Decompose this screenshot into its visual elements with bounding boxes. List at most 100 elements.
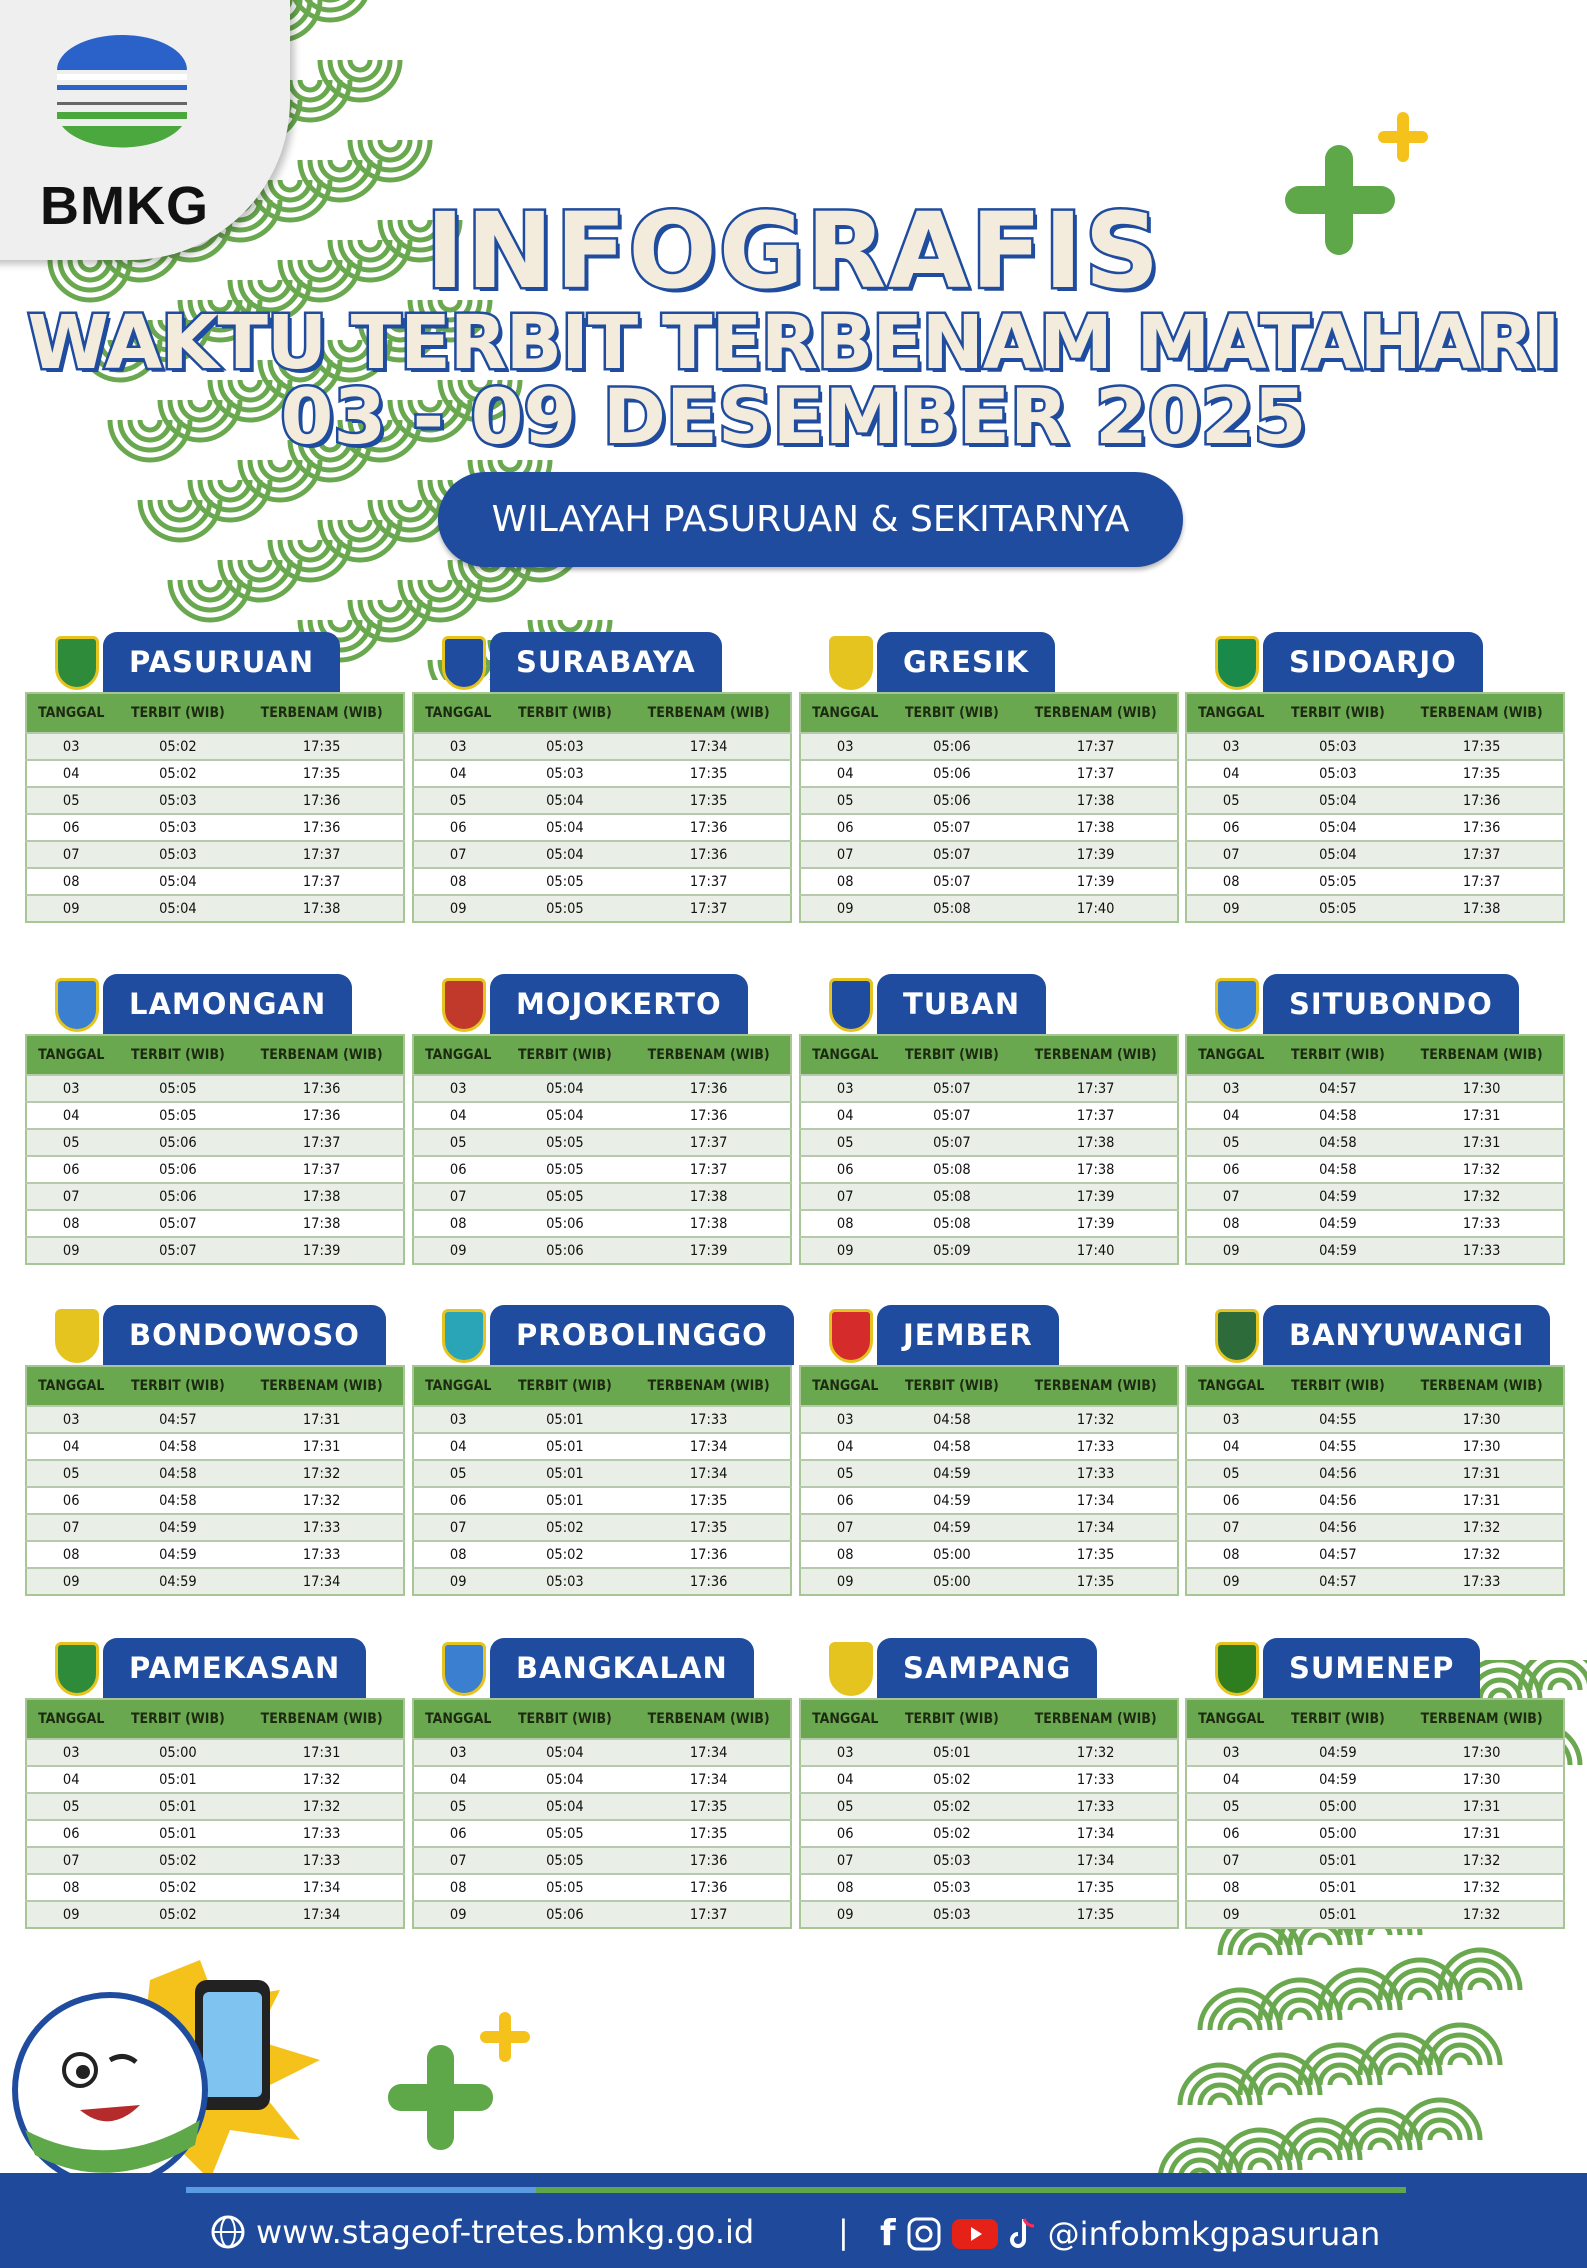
table-row: 07 05:07 17:39 [800, 840, 1178, 868]
date-cell: 09 [26, 1900, 116, 1928]
sunset-cell: 17:35 [627, 1486, 791, 1514]
date-cell: 07 [413, 1513, 503, 1541]
sun-times-table: TANGGAL TERBIT (WIB) TERBENAM (WIB) 03 04:55… [1185, 1365, 1565, 1596]
sunrise-cell: 04:59 [115, 1513, 241, 1541]
sunset-cell: 17:31 [1400, 1819, 1564, 1847]
sunrise-cell: 05:03 [502, 759, 628, 787]
sunrise-cell: 05:05 [502, 1846, 628, 1874]
sunset-cell: 17:30 [1400, 1432, 1564, 1460]
date-cell: 05 [1186, 1792, 1276, 1820]
table-row: 06 05:02 17:34 [800, 1819, 1178, 1847]
table-row: 09 05:02 17:34 [26, 1900, 404, 1928]
date-cell: 09 [800, 1236, 890, 1264]
sunrise-cell: 04:57 [1275, 1074, 1401, 1102]
table-row: 04 05:01 17:32 [26, 1765, 404, 1793]
date-cell: 08 [413, 1540, 503, 1568]
sunset-cell: 17:37 [1014, 759, 1178, 787]
page-title: INFOGRAFIS [423, 188, 1162, 315]
date-cell: 08 [413, 1209, 503, 1237]
table-row: 09 05:07 17:39 [26, 1236, 404, 1264]
sunrise-cell: 05:07 [889, 1101, 1015, 1129]
table-row: 05 05:03 17:36 [26, 786, 404, 814]
table-header-row: TANGGAL TERBIT (WIB) TERBENAM (WIB) [26, 1035, 404, 1075]
table-row: 06 05:00 17:31 [1186, 1819, 1564, 1847]
footer: www.stageof-tretes.bmkg.go.id | f @infob… [0, 2173, 1587, 2268]
column-header: TANGGAL [1186, 1366, 1276, 1406]
date-cell: 07 [26, 840, 116, 868]
sunset-cell: 17:33 [1014, 1459, 1178, 1487]
sunrise-cell: 05:06 [889, 732, 1015, 760]
table-row: 05 04:59 17:33 [800, 1459, 1178, 1487]
city-block-lamongan: LAMONGAN TANGGAL TERBIT (WIB) TERBENAM (WI… [25, 974, 405, 1265]
date-cell: 07 [413, 840, 503, 868]
table-row: 04 05:03 17:35 [1186, 759, 1564, 787]
social-handle[interactable]: @infobmkgpasuruan [1047, 2214, 1381, 2253]
date-cell: 04 [800, 1765, 890, 1793]
sun-times-table: TANGGAL TERBIT (WIB) TERBENAM (WIB) 03 04:58… [799, 1365, 1179, 1596]
date-cell: 06 [800, 1155, 890, 1183]
table-row: 05 05:04 17:35 [413, 1792, 791, 1820]
date-cell: 07 [26, 1182, 116, 1210]
column-header: TERBENAM (WIB) [1400, 693, 1564, 733]
tiktok-icon[interactable] [1008, 2216, 1038, 2252]
city-name: PASURUAN [103, 632, 341, 692]
sunrise-cell: 05:00 [889, 1540, 1015, 1568]
table-row: 04 04:58 17:31 [26, 1432, 404, 1460]
sunrise-cell: 05:01 [502, 1486, 628, 1514]
website-link[interactable]: www.stageof-tretes.bmkg.go.id [210, 2213, 754, 2251]
table-row: 09 05:05 17:37 [413, 894, 791, 922]
city-block-surabaya: SURABAYA TANGGAL TERBIT (WIB) TERBENAM (WI… [412, 632, 792, 923]
column-header: TANGGAL [1186, 1699, 1276, 1739]
sunrise-cell: 04:58 [115, 1459, 241, 1487]
sunset-cell: 17:30 [1400, 1074, 1564, 1102]
page-subtitle: WAKTU TERBIT TERBENAM MATAHARI [25, 298, 1563, 389]
date-cell: 03 [413, 1405, 503, 1433]
date-cell: 05 [800, 786, 890, 814]
globe-icon [211, 2215, 245, 2249]
date-cell: 05 [800, 1459, 890, 1487]
city-header: TUBAN [799, 974, 1179, 1034]
date-cell: 03 [26, 1074, 116, 1102]
sunset-cell: 17:30 [1400, 1405, 1564, 1433]
date-cell: 04 [1186, 1432, 1276, 1460]
sunset-cell: 17:32 [1400, 1182, 1564, 1210]
city-name: BANYUWANGI [1263, 1305, 1551, 1365]
sunset-cell: 17:37 [627, 1900, 791, 1928]
city-name: BANGKALAN [490, 1638, 754, 1698]
date-cell: 04 [413, 1432, 503, 1460]
table-row: 09 05:01 17:32 [1186, 1900, 1564, 1928]
sunset-cell: 17:34 [627, 732, 791, 760]
sunrise-cell: 05:02 [889, 1765, 1015, 1793]
sunset-cell: 17:34 [1014, 1819, 1178, 1847]
city-name: PROBOLINGGO [490, 1305, 794, 1365]
facebook-icon[interactable]: f [880, 2213, 896, 2254]
sunrise-cell: 05:04 [1275, 813, 1401, 841]
table-row: 05 05:06 17:38 [800, 786, 1178, 814]
website-url[interactable]: www.stageof-tretes.bmkg.go.id [256, 2213, 755, 2251]
table-row: 03 05:01 17:33 [413, 1405, 791, 1433]
column-header: TERBIT (WIB) [115, 1035, 241, 1075]
sunrise-cell: 05:01 [502, 1405, 628, 1433]
table-row: 03 04:55 17:30 [1186, 1405, 1564, 1433]
date-cell: 09 [1186, 1567, 1276, 1595]
sunset-cell: 17:33 [1400, 1236, 1564, 1264]
date-cell: 05 [1186, 1459, 1276, 1487]
youtube-icon[interactable] [951, 2216, 998, 2252]
sunset-cell: 17:32 [1400, 1155, 1564, 1183]
table-row: 09 05:09 17:40 [800, 1236, 1178, 1264]
sunrise-cell: 05:06 [115, 1182, 241, 1210]
table-row: 07 05:04 17:37 [1186, 840, 1564, 868]
city-crest-icon [55, 978, 99, 1032]
column-header: TANGGAL [26, 1699, 116, 1739]
table-row: 04 05:02 17:33 [800, 1765, 1178, 1793]
sunrise-cell: 05:04 [1275, 840, 1401, 868]
sunset-cell: 17:34 [627, 1459, 791, 1487]
instagram-icon[interactable] [906, 2216, 942, 2252]
city-header: PAMEKASAN [25, 1638, 405, 1698]
city-block-sidoarjo: SIDOARJO TANGGAL TERBIT (WIB) TERBENAM (WI… [1185, 632, 1565, 923]
sunset-cell: 17:30 [1400, 1765, 1564, 1793]
table-row: 06 05:01 17:35 [413, 1486, 791, 1514]
sunrise-cell: 05:01 [889, 1738, 1015, 1766]
table-header-row: TANGGAL TERBIT (WIB) TERBENAM (WIB) [800, 1366, 1178, 1406]
city-crest-icon [1215, 978, 1259, 1032]
